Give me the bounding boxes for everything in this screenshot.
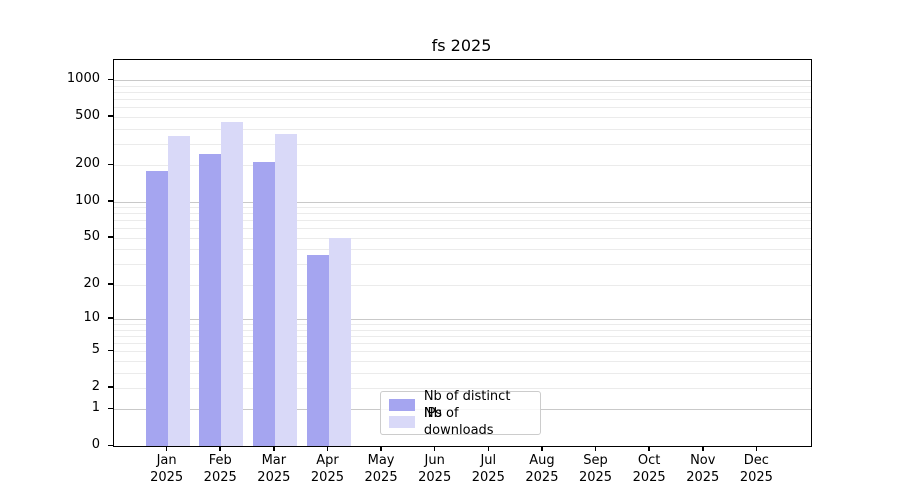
x-tick-mark [433,446,436,451]
y-axis-tick-label: 500 [75,107,100,123]
gridline-minor [114,329,811,331]
legend-label-downloads: Nb of downloads [423,405,494,438]
y-axis-tick-label: 200 [75,156,100,172]
gridline-minor [114,116,811,118]
y-axis-tick-label: 10 [83,309,100,325]
x-tick-mark [594,446,597,451]
gridline-minor [114,387,811,389]
gridline-minor [114,107,811,108]
gridline-minor [114,220,811,222]
y-axis-tick-label: 20 [83,275,100,291]
x-axis-tick-label: Feb 2025 [203,453,237,485]
x-axis-tick-label: Dec 2025 [739,453,773,485]
x-tick-mark [219,446,221,451]
chart-title: fs 2025 [431,36,492,55]
y-axis-tick-label: 1 [91,400,100,416]
x-tick-mark [487,446,490,451]
x-axis-tick-label: Jul 2025 [471,453,505,485]
y-tick-mark [108,115,113,117]
y-axis-tick-label: 50 [83,228,100,244]
x-axis-tick-label: May 2025 [364,453,398,485]
y-tick-mark [108,386,113,388]
y-tick-mark [108,407,113,410]
gridline-minor [114,324,811,325]
gridline-minor [114,360,811,362]
gridline-minor [114,264,811,266]
gridline-minor [114,335,811,337]
x-axis-tick-label: Nov 2025 [686,453,720,485]
x-axis-tick-label: Sep 2025 [578,453,613,485]
legend-item-downloads: Nb of downloads [389,406,532,438]
gridline-minor [114,98,811,100]
y-tick-mark [108,444,113,446]
gridline-minor [114,165,811,167]
x-tick-mark [541,446,543,451]
x-tick-mark [326,446,329,451]
x-tick-mark [755,446,758,451]
x-tick-mark [702,446,704,451]
y-axis-tick-label: 100 [75,192,100,208]
y-axis-tick-label: 1000 [66,71,100,86]
bar-downloads-feb [221,122,244,446]
x-axis-tick-label: Apr 2025 [310,453,344,485]
gridline-minor [114,284,811,286]
gridline-major [114,319,811,320]
x-axis-tick-label: Oct 2025 [632,453,666,485]
y-axis-tick-label: 5 [91,342,100,358]
bar-downloads-jan [167,135,190,446]
gridline-minor [114,342,811,344]
y-axis-tick-label: 2 [91,378,100,394]
gridline-minor [114,237,811,239]
y-tick-mark [108,349,113,352]
x-axis-tick-label: Mar 2025 [257,453,291,485]
gridline-minor [114,351,811,353]
y-tick-mark [108,163,113,166]
x-tick-mark [165,446,168,451]
bar-distinct-ips-apr [306,254,329,446]
bar-downloads-mar [274,133,297,446]
gridline-minor [114,91,811,93]
bar-distinct-ips-jan [145,170,168,446]
gridline-minor [114,207,811,208]
gridline-minor [114,213,811,215]
gridline-minor [114,372,811,374]
legend: Nb of distinct IPs Nb of downloads [380,389,541,438]
gridline-minor [114,249,811,251]
bar-distinct-ips-feb [199,153,222,446]
x-axis-tick-label: Jan 2025 [150,453,184,485]
gridline-major [114,201,811,203]
x-axis-tick-label: Jun 2025 [418,453,452,485]
bar-downloads-apr [328,237,351,446]
legend-swatch-distinct-ips [389,398,415,411]
y-tick-mark [108,200,113,202]
y-tick-mark [108,236,113,238]
y-tick-mark [108,283,113,285]
legend-item-distinct-ips: Nb of distinct IPs [389,389,532,421]
gridline-minor [114,143,811,145]
y-tick-mark [108,317,113,319]
y-axis-tick-label: 0 [91,437,100,452]
legend-swatch-downloads [389,415,415,428]
x-tick-mark [380,446,382,451]
x-tick-mark [648,446,650,451]
gridline-minor [114,228,811,230]
bar-distinct-ips-mar [252,162,275,446]
gridline-minor [114,85,811,87]
x-tick-mark [273,446,275,451]
y-tick-mark [108,78,113,80]
x-axis-tick-label: Aug 2025 [525,453,559,485]
gridline-major [114,80,811,81]
legend-label-distinct-ips: Nb of distinct IPs [423,388,511,421]
gridline-minor [114,128,811,130]
